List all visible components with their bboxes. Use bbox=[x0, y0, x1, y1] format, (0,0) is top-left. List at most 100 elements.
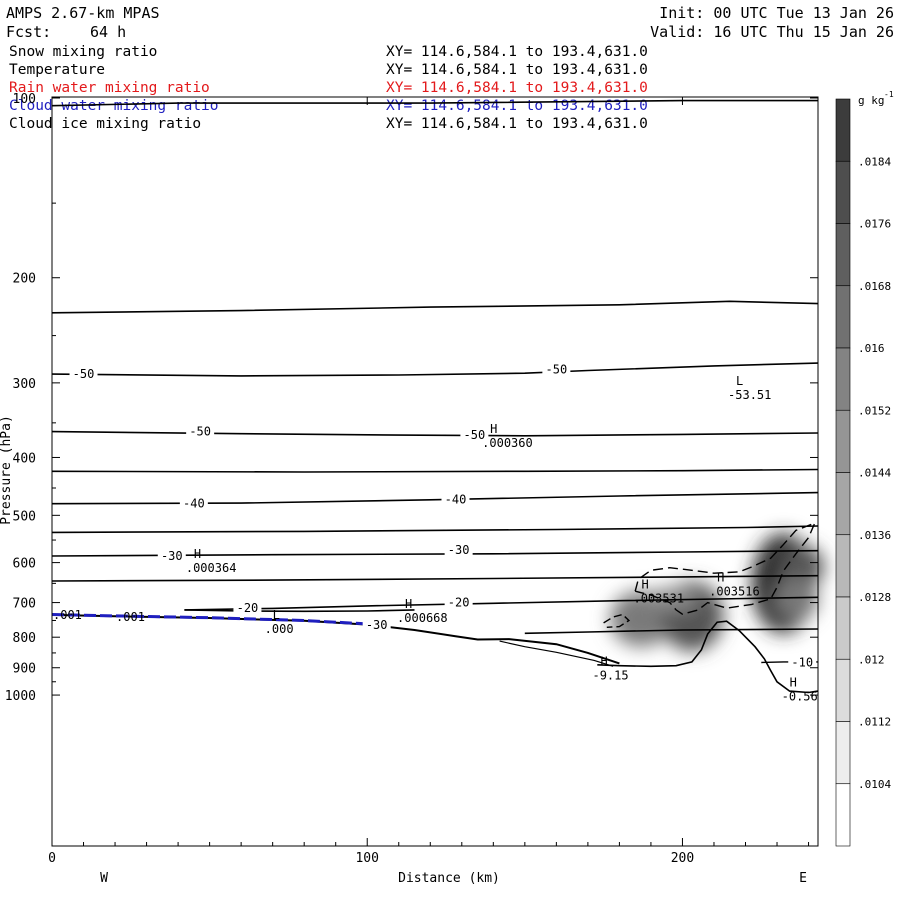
field-extent: XY= 114.6,584.1 to 193.4,631.0 bbox=[386, 116, 648, 132]
label-backdrop bbox=[788, 655, 817, 670]
extremum-value: .000360 bbox=[482, 436, 533, 450]
y-tick-label: 300 bbox=[13, 377, 36, 392]
colorbar-swatch bbox=[835, 658, 851, 722]
extremum-value: .003516 bbox=[709, 584, 760, 598]
temperature-isotherm bbox=[597, 620, 819, 694]
isotherm-label: -30 bbox=[161, 549, 183, 563]
label-backdrop bbox=[157, 549, 186, 564]
snow-maximum bbox=[773, 576, 818, 621]
extremum-marker: H bbox=[405, 597, 412, 611]
extremum-value: .003531 bbox=[633, 591, 684, 605]
axes: 100 200 300 400 500 600 700 800 900 1000 0 100 200 W E bbox=[5, 92, 818, 886]
colorbar-tick-label: .0136 bbox=[858, 529, 891, 542]
extremum-marker: H bbox=[194, 547, 201, 561]
valid-time: Valid: 16 UTC Thu 15 Jan 26 bbox=[650, 23, 894, 41]
extremum-value: .000364 bbox=[186, 561, 237, 575]
isotherm-label: -50 bbox=[73, 367, 95, 381]
isotherm-label: -50 bbox=[546, 363, 568, 377]
colorbar-swatch bbox=[835, 409, 851, 473]
y-tick-label: 100 bbox=[13, 92, 36, 107]
colorbar-swatch bbox=[835, 285, 851, 349]
field-extent: XY= 114.6,584.1 to 193.4,631.0 bbox=[386, 44, 648, 60]
label-backdrop bbox=[444, 542, 473, 557]
east-label: E bbox=[799, 871, 807, 886]
isotherm-label: -50 bbox=[189, 425, 211, 439]
isotherm-label: -40 bbox=[183, 497, 205, 511]
colorbar-tick-label: .0112 bbox=[858, 716, 891, 729]
temperature-isotherm bbox=[51, 574, 819, 582]
label-backdrop bbox=[444, 595, 473, 610]
isotherm-label: -20 bbox=[448, 596, 470, 610]
colorbar-tick-label: .0144 bbox=[858, 467, 891, 480]
isotherm-label: -20 bbox=[237, 601, 259, 615]
colorbar-tick-label: .0168 bbox=[858, 280, 891, 293]
y-tick-label: 700 bbox=[13, 597, 36, 612]
temperature-isotherm bbox=[51, 99, 818, 107]
y-tick-label: 200 bbox=[13, 272, 36, 287]
extremum-value: -53.51 bbox=[728, 388, 771, 402]
isotherm-label: -40 bbox=[445, 492, 467, 506]
fcst-label: Fcst: bbox=[6, 23, 52, 41]
field-name: Cloud ice mixing ratio bbox=[9, 116, 202, 132]
surface-value-label: .001 bbox=[53, 608, 82, 622]
temperature-isotherm bbox=[51, 468, 819, 473]
x-tick-label: 100 bbox=[355, 851, 378, 866]
label-backdrop bbox=[441, 492, 470, 507]
cloud-water-contour bbox=[51, 613, 368, 626]
temperature-isotherm bbox=[499, 640, 614, 667]
y-axis-label: Pressure (hPa) bbox=[0, 415, 14, 525]
extremum-value: -0.56 bbox=[782, 689, 818, 703]
label-backdrop bbox=[69, 367, 98, 382]
extremum-value: -9.15 bbox=[592, 669, 628, 683]
isotherm-label: -30 bbox=[366, 618, 388, 632]
temperature-contours bbox=[51, 99, 819, 694]
field-name: Cloud water mixing ratio bbox=[9, 98, 219, 114]
colorbar-swatch bbox=[835, 223, 851, 287]
temperature-isotherm bbox=[51, 491, 819, 505]
colorbar-swatch bbox=[835, 534, 851, 598]
field-name: Temperature bbox=[9, 62, 106, 78]
init-time: Init: 00 UTC Tue 13 Jan 26 bbox=[659, 4, 894, 22]
colorbar-tick-label: .0184 bbox=[858, 155, 891, 168]
colorbar-tick-label: .0176 bbox=[858, 218, 891, 231]
plot-frame bbox=[51, 96, 819, 847]
colorbar-tick-label: .0128 bbox=[858, 591, 891, 604]
west-label: W bbox=[100, 871, 108, 886]
extremum-marker: H bbox=[600, 655, 607, 669]
colorbar-swatch bbox=[835, 347, 851, 411]
extremum-marker: H bbox=[490, 422, 497, 436]
colorbar-tick-label: .012 bbox=[858, 653, 885, 666]
extremum-marker: H bbox=[641, 577, 648, 591]
x-axis-label: Distance (km) bbox=[398, 871, 500, 886]
y-tick-label: 400 bbox=[13, 451, 36, 466]
colorbar-unit-exponent: -1 bbox=[884, 90, 894, 99]
colorbar-swatch bbox=[835, 160, 851, 224]
snow-maximum bbox=[647, 586, 699, 611]
temperature-isotherm bbox=[51, 525, 819, 534]
extremum-marker: H bbox=[790, 675, 797, 689]
temperature-isotherm bbox=[51, 549, 819, 557]
temperature-isotherm bbox=[184, 596, 819, 611]
y-tick-label: 600 bbox=[13, 557, 36, 572]
x-tick-label: 0 bbox=[48, 851, 56, 866]
colorbar: .0184 .0176 .0168 .016 .0152 .0144 .0136 .0128.… bbox=[835, 90, 894, 847]
terrain-surface bbox=[51, 613, 620, 665]
temperature-isotherm bbox=[184, 609, 415, 613]
colorbar-swatch bbox=[835, 721, 851, 785]
field-name: Rain water mixing ratio bbox=[9, 80, 210, 96]
label-backdrop bbox=[233, 601, 262, 616]
y-tick-label: 1000 bbox=[5, 689, 36, 704]
colorbar-swatch bbox=[835, 783, 851, 847]
isotherm-label: -30 bbox=[448, 543, 470, 557]
isotherm-label: -10 bbox=[791, 656, 813, 670]
colorbar-swatch bbox=[835, 98, 851, 162]
cloud-contours bbox=[51, 521, 817, 628]
label-backdrop bbox=[186, 424, 215, 439]
colorbar-unit: g kg bbox=[858, 94, 885, 107]
label-backdrop bbox=[179, 496, 208, 511]
surface-value-label: .001 bbox=[116, 610, 145, 624]
extremum-value: .000 bbox=[265, 622, 294, 636]
extremum-value: .000668 bbox=[397, 611, 448, 625]
extremum-marker: L bbox=[736, 374, 743, 388]
